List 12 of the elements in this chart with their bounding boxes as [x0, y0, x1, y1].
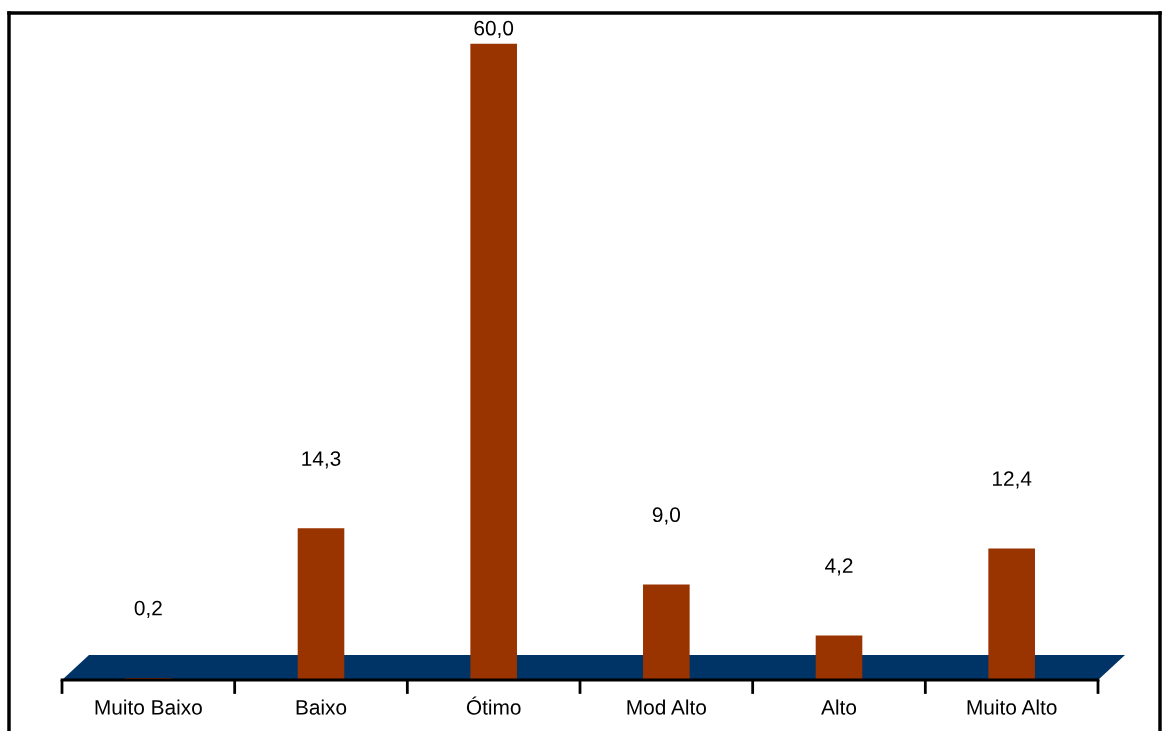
x-tick-label: Alto [821, 699, 857, 715]
x-tick-label: Ótimo [466, 696, 521, 715]
data-label: 4,2 [825, 558, 853, 576]
data-label: 0,2 [134, 600, 162, 618]
x-tick-label: Baixo [296, 699, 347, 715]
data-label: 14,3 [302, 451, 341, 469]
x-tick-label: Mod Alto [627, 699, 706, 715]
data-label: 9,0 [652, 507, 680, 525]
x-tick-label: Muito Alto [967, 699, 1057, 715]
data-label: 12,4 [992, 471, 1032, 489]
data-label: 60,0 [474, 20, 514, 38]
x-tick-label: Muito Baixo [95, 699, 202, 715]
